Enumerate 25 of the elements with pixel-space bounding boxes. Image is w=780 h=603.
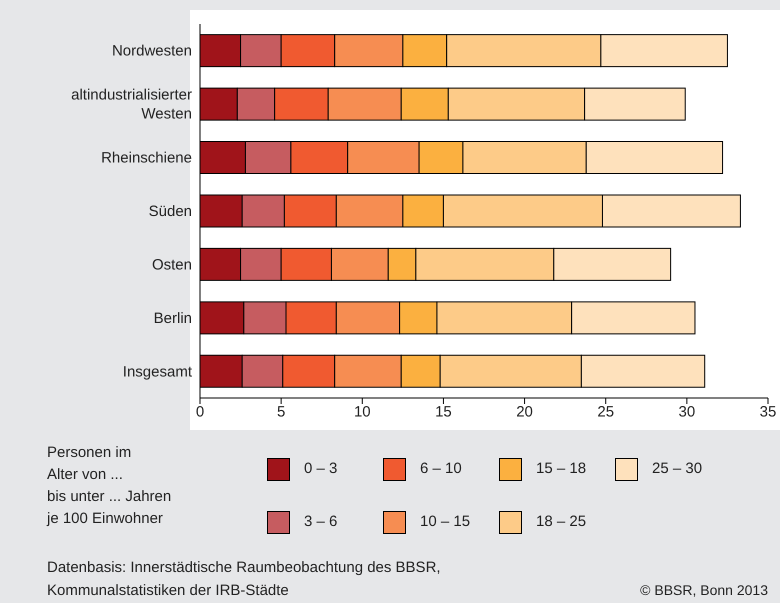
text: Datenbasis: Innerstädtische Raumbeobachtung des BBSR, Kommunalstatistiken der IRB-Städte xyxy=(47,558,442,601)
legend-label: 18 – 25 xyxy=(536,512,586,532)
x-tick-label: 10 xyxy=(354,404,371,421)
legend-label: 10 – 15 xyxy=(420,512,470,532)
legend-label: 25 – 30 xyxy=(652,459,702,479)
y-tick-label: altindustrialisierter Westen xyxy=(71,86,192,122)
text: © BBSR, Bonn 2013 xyxy=(640,581,768,600)
x-tick-label: 15 xyxy=(435,404,452,421)
x-tick-label: 0 xyxy=(196,404,204,421)
legend-label: 0 – 3 xyxy=(304,459,338,479)
legend-label: 6 – 10 xyxy=(420,459,462,479)
y-tick-label: Nordwesten xyxy=(112,42,192,60)
x-tick-label: 35 xyxy=(760,404,776,421)
y-tick-label: Süden xyxy=(148,202,192,220)
legend-label: 3 – 6 xyxy=(304,512,338,532)
y-tick-label: Insgesamt xyxy=(122,362,193,380)
x-tick-label: 25 xyxy=(597,404,614,421)
x-tick-label: 30 xyxy=(678,404,696,421)
x-tick-label: 20 xyxy=(516,404,533,421)
legend-title: Personen im Alter von ... bis unter ... Jahren je 100 Einwohner xyxy=(47,443,172,529)
y-tick-label: Osten xyxy=(152,256,192,273)
x-tick-label: 5 xyxy=(276,404,286,421)
y-tick-label: Berlin xyxy=(154,309,192,326)
legend-label: 15 – 18 xyxy=(536,459,586,479)
y-tick-label: Rheinschiene xyxy=(101,149,192,166)
